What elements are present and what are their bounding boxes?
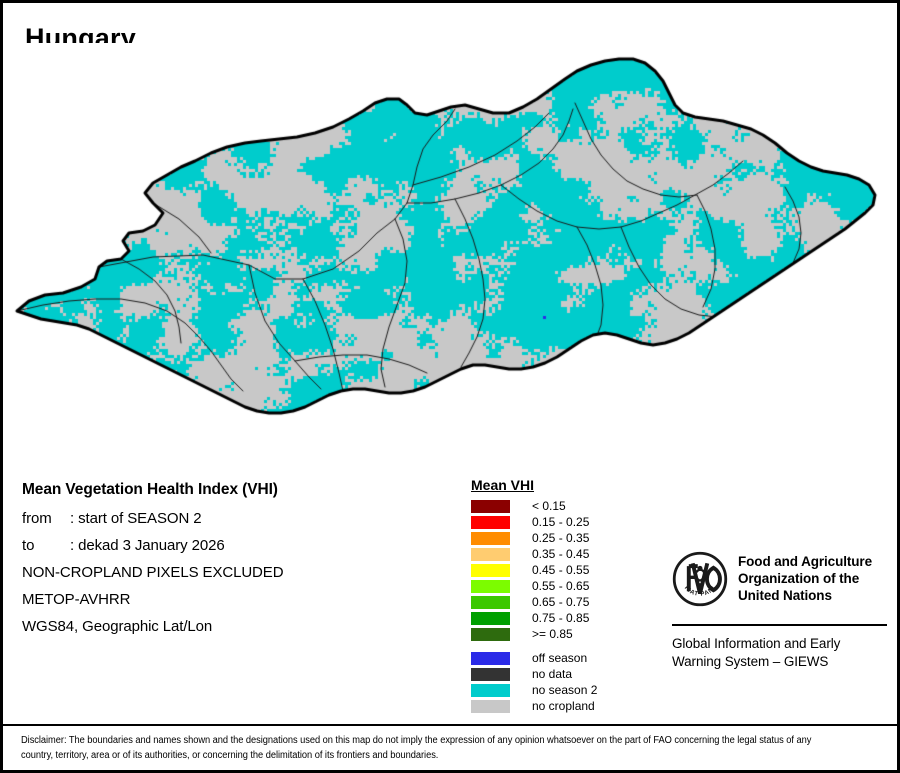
legend-extra-row: no data [471, 666, 661, 682]
fao-org-line3: United Nations [738, 588, 832, 604]
legend-class-row: < 0.15 [471, 498, 661, 514]
period-to-value: : dekad 3 January 2026 [70, 537, 225, 554]
legend-extra-swatch [471, 683, 510, 697]
legend-class-label: 0.15 - 0.25 [532, 514, 590, 529]
exclusion-note: NON-CROPLAND PIXELS EXCLUDED [22, 564, 284, 581]
legend-class-label: 0.65 - 0.75 [532, 594, 590, 609]
legend-class-label: 0.55 - 0.65 [532, 578, 590, 593]
legend-title: Mean VHI [471, 477, 535, 493]
fao-org-line1: Food and Agriculture [738, 554, 872, 569]
fao-org-line2: Organization of the [738, 571, 860, 587]
fao-divider [672, 624, 887, 626]
fao-header: FIAT PANIS Food and Agriculture Organiza… [670, 546, 887, 612]
disclaimer-text: Disclaimer: The boundaries and names sho… [21, 735, 812, 761]
legend-class-swatch [471, 595, 510, 609]
legend-extra-row: off season [471, 650, 661, 666]
legend-class-label: 0.45 - 0.55 [532, 562, 590, 577]
legend-extra-swatch [471, 699, 510, 713]
legend-extra-label: off season [532, 650, 588, 665]
projection-note: WGS84, Geographic Lat/Lon [22, 618, 213, 635]
legend-extra-row: no cropland [471, 698, 661, 714]
giews-line1: Global Information and Early [672, 636, 841, 651]
fao-logo-icon: FIAT PANIS [670, 546, 728, 612]
legend-class-swatch [471, 531, 510, 545]
legend-class-row: 0.55 - 0.65 [471, 578, 661, 594]
sensor-note: METOP-AVHRR [22, 591, 131, 608]
giews-line2: Warning System – GIEWS [672, 654, 829, 670]
legend-class-row: >= 0.85 [471, 626, 661, 642]
map-figure [3, 43, 897, 463]
legend-extra-list: off season no data no season 2 no cropland [471, 650, 661, 714]
legend-class-swatch [471, 499, 510, 513]
description-heading: Mean Vegetation Health Index (VHI) [22, 481, 278, 498]
legend-class-row: 0.25 - 0.35 [471, 530, 661, 546]
legend-class-label: < 0.15 [532, 498, 566, 513]
legend-class-list: < 0.15 0.15 - 0.25 0.25 - 0.35 0.35 - 0.45 0… [471, 498, 661, 642]
legend-class-swatch [471, 579, 510, 593]
legend-class-row: 0.65 - 0.75 [471, 594, 661, 610]
legend-extra-label: no data [532, 666, 573, 681]
legend-class-label: 0.35 - 0.45 [532, 546, 590, 561]
legend-class-label: 0.75 - 0.85 [532, 610, 590, 625]
legend-class-swatch [471, 627, 510, 641]
legend-class-swatch [471, 611, 510, 625]
legend-class-row: 0.35 - 0.45 [471, 546, 661, 562]
legend-class-row: 0.75 - 0.85 [471, 610, 661, 626]
legend-extra-row: no season 2 [471, 682, 661, 698]
map-legend: Mean VHI < 0.15 0.15 - 0.25 0.25 - 0.35 0.3… [471, 477, 661, 714]
period-from-row: from : start of SEASON 2 [22, 510, 442, 527]
legend-class-swatch [471, 547, 510, 561]
legend-extra-label: no season 2 [532, 682, 598, 697]
legend-class-label: 0.25 - 0.35 [532, 530, 590, 545]
legend-class-row: 0.45 - 0.55 [471, 562, 661, 578]
legend-extra-swatch [471, 651, 510, 665]
legend-class-swatch [471, 515, 510, 529]
legend-class-label: >= 0.85 [532, 626, 573, 641]
period-to-label: to [22, 537, 35, 554]
period-to-row: to : dekad 3 January 2026 [22, 537, 442, 554]
map-description: Mean Vegetation Health Index (VHI) from:… [22, 481, 442, 645]
legend-class-row: 0.15 - 0.25 [471, 514, 661, 530]
period-from-value: : start of SEASON 2 [70, 510, 202, 527]
vhi-raster-map [3, 43, 897, 463]
giews-system-name: Global Information and Early Warning Sys… [672, 635, 887, 671]
legend-extra-swatch [471, 667, 510, 681]
fao-branding: FIAT PANIS Food and Agriculture Organiza… [670, 546, 887, 671]
legend-class-swatch [471, 563, 510, 577]
period-from-label: from [22, 510, 52, 527]
legend-extra-label: no cropland [532, 698, 595, 713]
disclaimer-divider [3, 724, 897, 726]
fao-organization-name: Food and Agriculture Organization of the… [738, 551, 872, 604]
